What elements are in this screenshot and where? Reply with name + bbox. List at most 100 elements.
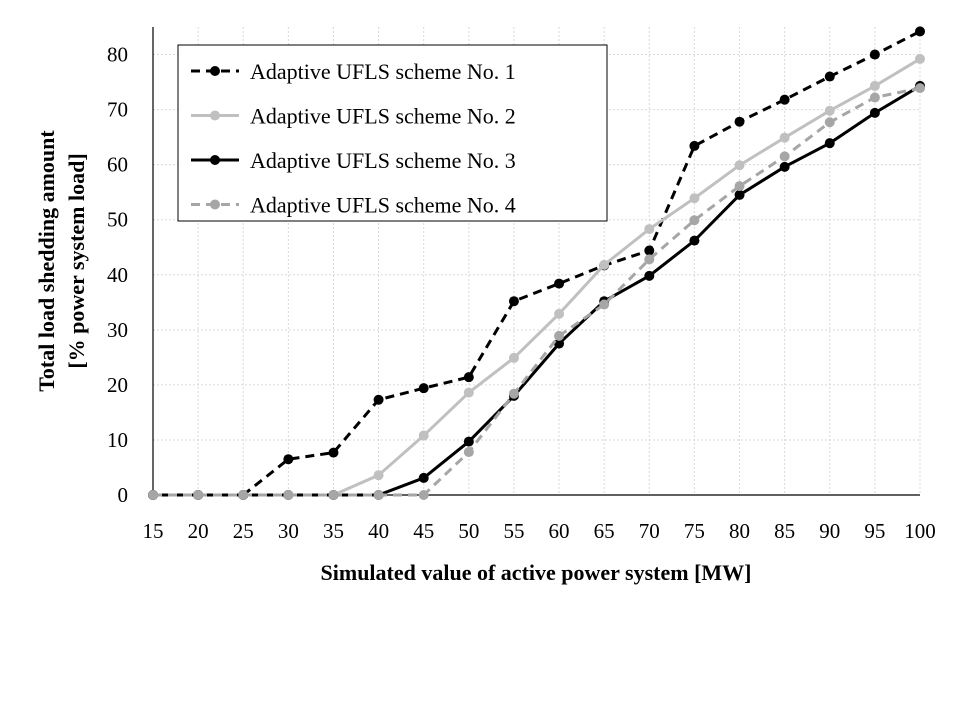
- data-point: [599, 259, 610, 270]
- x-tick-labels: 15 20 25 30 35 40 45 50 55 60 65 70 75 80 85 90 95 100: [143, 519, 936, 543]
- series-lines: [148, 26, 925, 500]
- data-point: [824, 138, 835, 149]
- legend-marker: [210, 199, 220, 210]
- data-point: [734, 189, 745, 200]
- data-point: [644, 224, 655, 235]
- legend-label: Adaptive UFLS scheme No. 1: [250, 59, 516, 84]
- data-point: [328, 447, 339, 458]
- data-point: [869, 49, 880, 60]
- data-point: [328, 490, 339, 500]
- legend-marker: [210, 66, 220, 76]
- data-point: [463, 387, 474, 398]
- data-point: [148, 490, 158, 500]
- y-tick-label: 30: [107, 318, 128, 342]
- data-point: [689, 235, 700, 246]
- x-tick-label: 50: [458, 519, 479, 543]
- data-point: [644, 254, 655, 265]
- data-point: [508, 352, 519, 363]
- y-tick-labels: 0 10 20 30 40 50 60 70 80: [107, 43, 128, 507]
- legend-item: Adaptive UFLS scheme No. 2: [191, 104, 516, 129]
- legend-label: Adaptive UFLS scheme No. 2: [250, 104, 516, 129]
- x-tick-label: 75: [684, 519, 705, 543]
- data-point: [824, 117, 835, 128]
- x-axis-title: Simulated value of active power system […: [321, 560, 752, 585]
- data-point: [283, 490, 294, 500]
- legend-marker: [210, 155, 220, 165]
- data-point: [554, 308, 565, 319]
- data-point: [734, 181, 745, 192]
- y-tick-label: 0: [118, 483, 129, 507]
- data-point: [193, 490, 204, 500]
- legend-box: [177, 44, 608, 222]
- data-point: [915, 83, 925, 94]
- data-point: [463, 372, 474, 383]
- data-point: [915, 53, 925, 64]
- x-tick-label: 20: [188, 519, 209, 543]
- data-point: [824, 105, 835, 116]
- legend-label: Adaptive UFLS scheme No. 4: [250, 193, 516, 218]
- data-point: [508, 388, 519, 399]
- data-point: [779, 161, 790, 172]
- data-point: [689, 140, 700, 151]
- data-point: [734, 116, 745, 127]
- y-axis-title-line2: [% power system load]: [64, 153, 89, 368]
- legend-marker: [210, 110, 220, 121]
- data-point: [418, 430, 429, 441]
- data-point: [869, 80, 880, 91]
- y-tick-label: 50: [107, 208, 128, 232]
- data-point: [283, 454, 294, 465]
- data-point: [869, 107, 880, 118]
- data-point: [373, 394, 384, 405]
- legend-item: Adaptive UFLS scheme No. 1: [191, 59, 516, 84]
- data-point: [915, 26, 925, 37]
- data-point: [373, 470, 384, 481]
- x-tick-label: 35: [323, 519, 344, 543]
- x-tick-label: 45: [413, 519, 434, 543]
- x-tick-label: 15: [143, 519, 164, 543]
- data-point: [463, 447, 474, 458]
- x-tick-label: 25: [233, 519, 254, 543]
- y-tick-label: 80: [107, 43, 128, 67]
- data-point: [508, 296, 519, 307]
- y-tick-label: 10: [107, 428, 128, 452]
- x-tick-label: 85: [774, 519, 795, 543]
- data-point: [554, 338, 565, 349]
- data-point: [779, 132, 790, 143]
- data-point: [418, 383, 429, 394]
- data-point: [734, 160, 745, 171]
- data-point: [689, 193, 700, 204]
- data-point: [463, 436, 474, 447]
- data-point: [554, 330, 565, 341]
- data-point: [418, 472, 429, 483]
- y-axis-title: Total load shedding amount [% power syst…: [34, 130, 89, 392]
- legend-item: Adaptive UFLS scheme No. 3: [191, 148, 516, 173]
- x-tick-label: 95: [864, 519, 885, 543]
- data-point: [373, 490, 384, 500]
- data-point: [824, 71, 835, 82]
- series-line: [153, 30, 921, 497]
- data-point: [689, 215, 700, 226]
- data-point: [238, 490, 249, 500]
- data-point: [779, 151, 790, 162]
- x-tick-label: 100: [904, 519, 936, 543]
- data-point: [599, 299, 610, 310]
- x-tick-label: 55: [503, 519, 524, 543]
- y-axis-title-line1: Total load shedding amount: [34, 130, 59, 392]
- series-4: [148, 83, 925, 500]
- x-tick-label: 70: [639, 519, 660, 543]
- x-tick-label: 40: [368, 519, 389, 543]
- x-tick-label: 90: [819, 519, 840, 543]
- y-tick-label: 40: [107, 263, 128, 287]
- y-tick-label: 70: [107, 98, 128, 122]
- y-tick-label: 60: [107, 153, 128, 177]
- series-line: [153, 86, 921, 497]
- data-point: [644, 270, 655, 281]
- x-tick-label: 30: [278, 519, 299, 543]
- x-tick-label: 80: [729, 519, 750, 543]
- data-point: [644, 245, 655, 256]
- legend: Adaptive UFLS scheme No. 1 Adaptive UFLS …: [177, 44, 608, 222]
- data-point: [554, 278, 565, 289]
- legend-label: Adaptive UFLS scheme No. 3: [250, 148, 516, 173]
- legend-item: Adaptive UFLS scheme No. 4: [191, 193, 516, 218]
- y-tick-label: 20: [107, 373, 128, 397]
